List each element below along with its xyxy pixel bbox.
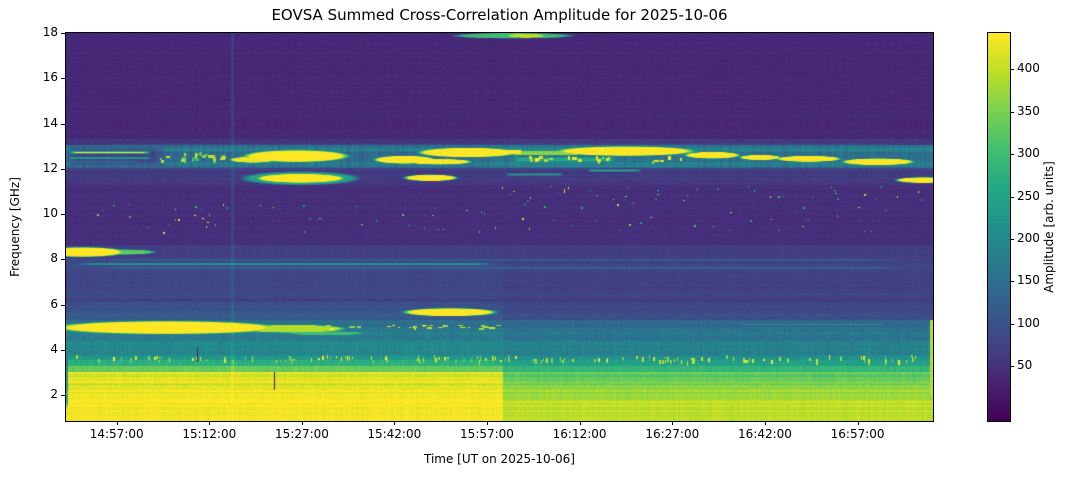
colorbar-tick-mark (1010, 238, 1014, 240)
x-tick-label: 16:42:00 (738, 427, 792, 441)
y-tick-label: 8 (50, 251, 58, 266)
colorbar-gradient-canvas (988, 33, 1010, 421)
y-axis-label: Frequency [GHz] (8, 177, 22, 277)
y-tick-label: 12 (42, 160, 58, 175)
y-tick-mark (61, 259, 65, 261)
spectrogram-heatmap-canvas (66, 33, 933, 421)
y-tick-label: 6 (50, 296, 58, 311)
x-tick-mark (209, 421, 211, 425)
colorbar-tick-mark (1010, 196, 1014, 198)
x-tick-label: 16:12:00 (552, 427, 607, 441)
colorbar-tick-mark (1010, 281, 1014, 283)
chart-title: EOVSA Summed Cross-Correlation Amplitude… (271, 6, 728, 24)
y-tick-mark (61, 214, 65, 215)
y-tick-label: 2 (50, 387, 58, 401)
plot-area (65, 32, 934, 422)
y-tick-mark (61, 123, 65, 125)
x-tick-label: 15:42:00 (367, 427, 422, 441)
x-tick-mark (672, 421, 674, 425)
colorbar-tick-label: 400 (1017, 61, 1040, 76)
x-tick-mark (765, 421, 766, 425)
x-tick-label: 14:57:00 (89, 427, 144, 441)
colorbar-tick-mark (1010, 323, 1014, 325)
colorbar-tick-label: 350 (1017, 103, 1040, 118)
colorbar-tick-mark (1010, 69, 1014, 71)
colorbar-tick-label: 50 (1017, 357, 1033, 372)
y-tick-mark (61, 349, 65, 351)
x-tick-label: 15:27:00 (275, 427, 329, 441)
x-tick-label: 16:27:00 (645, 427, 700, 441)
x-tick-label: 15:57:00 (460, 427, 514, 441)
x-tick-mark (487, 421, 488, 425)
x-tick-label: 16:57:00 (830, 427, 885, 441)
x-tick-mark (857, 421, 859, 425)
colorbar-label: Amplitude [arb. units] (1042, 161, 1056, 293)
y-tick-mark (61, 78, 65, 80)
colorbar-tick-label: 250 (1017, 188, 1040, 203)
x-axis-label: Time [UT on 2025-10-06] (424, 452, 575, 466)
x-tick-label: 15:12:00 (182, 427, 237, 441)
x-tick-mark (394, 421, 396, 425)
y-tick-label: 16 (42, 70, 58, 85)
y-tick-label: 4 (50, 341, 58, 356)
y-tick-label: 10 (42, 206, 58, 220)
y-tick-mark (61, 168, 65, 170)
x-tick-mark (116, 421, 118, 425)
y-tick-mark (61, 304, 65, 306)
colorbar-tick-mark (1010, 111, 1014, 113)
y-tick-mark (61, 33, 65, 34)
x-tick-mark (302, 421, 303, 425)
y-tick-label: 18 (42, 25, 58, 39)
colorbar-tick-label: 200 (1017, 230, 1040, 245)
colorbar-tick-label: 100 (1017, 315, 1040, 330)
y-tick-label: 14 (42, 115, 58, 130)
y-tick-mark (61, 395, 65, 396)
colorbar-tick-label: 150 (1017, 273, 1040, 288)
colorbar-tick-mark (1010, 154, 1014, 156)
x-tick-mark (579, 421, 581, 425)
colorbar-tick-label: 300 (1017, 146, 1040, 161)
colorbar (987, 32, 1011, 422)
colorbar-tick-mark (1010, 365, 1014, 367)
